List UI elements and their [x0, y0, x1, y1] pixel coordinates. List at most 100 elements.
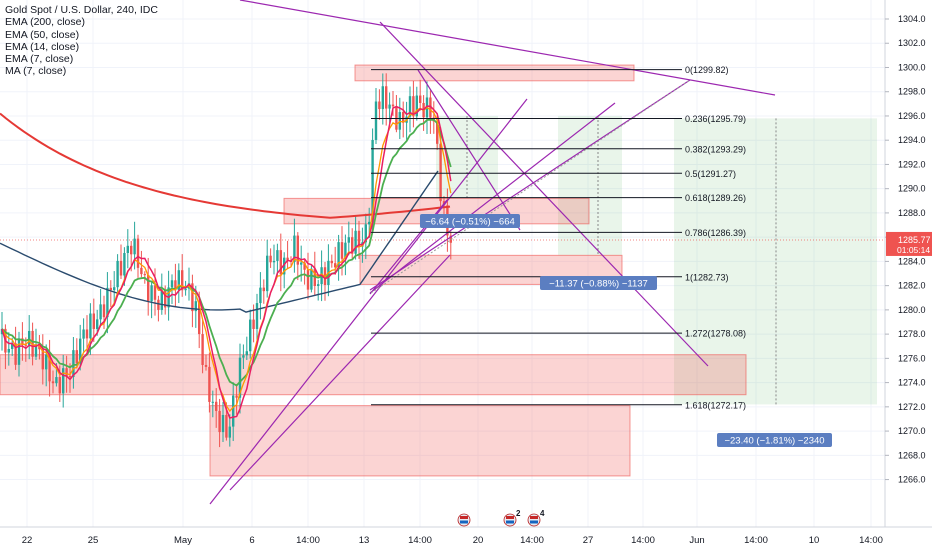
ema200-line	[0, 112, 451, 219]
price-tick-label: 1296.0	[898, 111, 926, 121]
legend-ema14[interactable]: EMA (14, close)	[5, 40, 80, 53]
candle-body	[68, 375, 72, 377]
time-tick-label: 14:00	[296, 535, 320, 546]
candle-body	[85, 329, 89, 339]
candle-body	[412, 96, 415, 117]
flag-stripe	[506, 516, 514, 519]
time-tick-label: 20	[473, 535, 484, 546]
candle-body	[364, 224, 367, 243]
event-flag-icon: 2	[503, 509, 521, 527]
candle-body	[306, 269, 310, 290]
candle-body	[286, 257, 289, 261]
candle-body	[34, 344, 38, 357]
candle-body	[340, 242, 344, 259]
candle-body	[232, 395, 235, 427]
candle-body	[337, 242, 340, 268]
ma7-line	[1, 105, 452, 419]
candle-body	[266, 255, 269, 292]
candle-body	[184, 288, 187, 291]
candle-body	[408, 96, 412, 117]
candle-body	[194, 301, 197, 312]
event-flag-icon: 4	[527, 509, 545, 527]
ema14-line	[1, 118, 452, 387]
candle-body	[58, 377, 61, 394]
candle-body	[96, 319, 99, 329]
candle-body	[235, 395, 238, 398]
price-tick-label: 1274.0	[898, 378, 926, 388]
candle-body	[147, 274, 150, 302]
chart-legend: Gold Spot / U.S. Dollar, 240, IDC EMA (2…	[5, 4, 158, 78]
candle-body	[45, 354, 48, 370]
measure-label-text: −11.37 (−0.88%) −1137	[549, 279, 648, 290]
candle-body	[41, 349, 44, 370]
target-box	[674, 118, 877, 405]
candle-body	[351, 237, 354, 254]
flag-count: 2	[516, 509, 521, 518]
candle-body	[136, 238, 140, 268]
candle-body	[24, 344, 27, 346]
candle-body	[191, 283, 194, 312]
trend-line	[209, 98, 528, 505]
candle-body	[228, 426, 231, 438]
candle-body	[381, 86, 384, 110]
candle-body	[272, 260, 276, 263]
fib-level-label: 0(1299.82)	[685, 65, 729, 75]
price-tick-label: 1300.0	[898, 62, 926, 72]
fib-level-label: 0.5(1291.27)	[685, 169, 736, 179]
fib-level-label: 1(1282.73)	[685, 272, 729, 282]
candle-body	[143, 274, 146, 276]
candle-body	[303, 262, 306, 270]
candle-body	[211, 401, 214, 403]
legend-title[interactable]: Gold Spot / U.S. Dollar, 240, IDC	[5, 4, 158, 16]
candle-body	[89, 313, 92, 339]
legend-ema7[interactable]: EMA (7, close)	[5, 53, 74, 66]
candle-body	[109, 287, 112, 291]
price-axis: 1266.0 1268.0 1270.0 1272.0 1274.0 1276.0 1278…	[884, 0, 926, 527]
candle-body	[252, 319, 255, 329]
candle-body	[391, 104, 395, 107]
price-tick-label: 1282.0	[898, 281, 926, 291]
ema7-line	[1, 106, 452, 413]
fib-level-label: 0.786(1286.39)	[685, 228, 746, 238]
candle-body	[75, 350, 78, 364]
time-tick-label: 22	[22, 535, 33, 546]
candle-body	[259, 287, 262, 304]
candle-body	[130, 245, 133, 255]
legend-ema200[interactable]: EMA (200, close)	[5, 16, 85, 29]
measure-label-bg	[717, 433, 832, 447]
price-tick-label: 1294.0	[898, 135, 926, 145]
candle-body	[11, 343, 14, 349]
candle-body	[201, 334, 204, 365]
candle-body	[225, 414, 228, 438]
measure-label-text: −6.64 (−0.51%) −664	[425, 217, 515, 228]
candle-body	[330, 260, 333, 264]
time-tick-label: 14:00	[631, 535, 655, 546]
price-tick-label: 1290.0	[898, 184, 926, 194]
candle-body	[48, 354, 51, 382]
candle-body	[160, 290, 163, 310]
price-tick-label: 1272.0	[898, 402, 926, 412]
fib-level-label: 1.618(1272.17)	[685, 400, 746, 410]
price-tick-label: 1270.0	[898, 426, 926, 436]
flag-count: 4	[540, 509, 545, 518]
candle-body	[439, 143, 442, 202]
time-tick-label: 14:00	[744, 535, 768, 546]
legend-ma7[interactable]: MA (7, close)	[5, 65, 67, 78]
candle-body	[119, 260, 123, 276]
time-axis: 22 25 May 6 14:00 13 14:00 20 14:00 27 14:00 Jun 14:…	[0, 526, 932, 546]
time-tick-label: 13	[359, 535, 370, 546]
candle-body	[215, 401, 218, 411]
candle-body	[157, 299, 160, 310]
candle-body	[371, 139, 374, 222]
price-tick-label: 1304.0	[898, 14, 926, 24]
candle-body	[344, 242, 347, 259]
legend-ema50[interactable]: EMA (50, close)	[5, 28, 80, 41]
price-tick-label: 1268.0	[898, 450, 926, 460]
price-countdown: 01:05:14	[897, 245, 930, 255]
candle-body	[99, 304, 102, 320]
candle-body	[113, 287, 116, 291]
candle-body	[62, 368, 65, 394]
